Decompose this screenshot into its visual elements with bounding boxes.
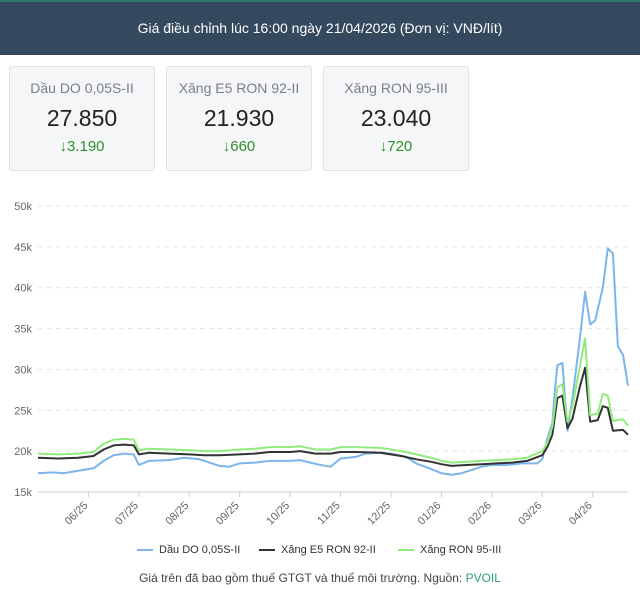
x-tick-label: 11/25 — [315, 500, 342, 527]
card-price: 23.040 — [360, 105, 432, 131]
card-price: 21.930 — [203, 105, 275, 131]
price-card-e5[interactable]: Xăng E5 RON 92-II 21.930 ↓660 — [166, 66, 312, 171]
legend-label: Xăng RON 95-III — [420, 544, 502, 556]
legend-swatch — [137, 549, 153, 552]
price-chart: 15k 20k 25k 30k 35k 40k 45k 50k 06/25 07/25 08/25 0… — [0, 185, 640, 555]
price-chart-svg: 15k 20k 25k 30k 35k 40k 45k 50k 06/25 07/25 08/25 0… — [14, 201, 629, 528]
down-arrow-icon: ↓ — [222, 138, 231, 155]
x-tick-label: 03/26 — [516, 500, 544, 528]
y-tick-label: 25k — [14, 405, 32, 417]
chart-legend: Dầu DO 0,05S-II Xăng E5 RON 92-II Xăng R… — [0, 540, 640, 560]
legend-item-diesel[interactable]: Dầu DO 0,05S-II — [137, 540, 240, 560]
y-tick-label: 50k — [14, 201, 32, 213]
legend-label: Xăng E5 RON 92-II — [281, 544, 376, 556]
x-tick-label: 12/25 — [365, 500, 393, 528]
legend-item-ron95[interactable]: Xăng RON 95-III — [398, 540, 501, 560]
y-tick-label: 40k — [14, 283, 32, 295]
card-label: Xăng E5 RON 92-II — [178, 80, 300, 96]
card-change-value: 720 — [387, 138, 413, 155]
card-label: Xăng RON 95-III — [344, 80, 448, 96]
y-tick-label: 30k — [14, 364, 32, 376]
x-tick-label: 10/25 — [264, 500, 292, 528]
price-card-diesel[interactable]: Dầu DO 0,05S-II 27.850 ↓3.190 — [9, 66, 155, 171]
legend-swatch — [259, 549, 275, 552]
x-tick-label: 04/26 — [567, 500, 595, 528]
x-tick-label: 06/25 — [63, 500, 91, 528]
header-title: Giá điều chỉnh lúc 16:00 ngày 21/04/2026… — [137, 20, 503, 36]
card-change: ↓720 — [324, 138, 468, 155]
x-tick-label: 08/25 — [163, 500, 191, 528]
footer-text: Giá trên đã bao gồm thuế GTGT và thuế mô… — [139, 571, 466, 585]
series-line-0 — [37, 247, 629, 476]
x-tick-label: 07/25 — [113, 500, 141, 528]
y-tick-label: 35k — [14, 324, 32, 336]
legend-label: Dầu DO 0,05S-II — [159, 544, 241, 556]
card-label: Dầu DO 0,05S-II — [30, 80, 134, 96]
series-line-1 — [37, 366, 629, 467]
card-change-value: 660 — [230, 138, 256, 155]
x-tick-label: 01/26 — [416, 500, 444, 528]
card-change-value: 3.190 — [66, 138, 105, 155]
y-tick-label: 15k — [14, 487, 32, 499]
price-card-ron95[interactable]: Xăng RON 95-III 23.040 ↓720 — [323, 66, 469, 171]
card-change: ↓3.190 — [10, 138, 154, 155]
x-tick-label: 02/26 — [466, 500, 494, 528]
down-arrow-icon: ↓ — [59, 138, 67, 155]
y-tick-label: 45k — [14, 242, 32, 254]
page-header: Giá điều chỉnh lúc 16:00 ngày 21/04/2026… — [0, 0, 640, 55]
down-arrow-icon: ↓ — [379, 138, 388, 155]
source-link[interactable]: PVOIL — [465, 571, 501, 585]
legend-item-e5[interactable]: Xăng E5 RON 92-II — [259, 540, 376, 560]
legend-swatch — [398, 549, 414, 552]
y-tick-label: 20k — [14, 446, 32, 458]
card-change: ↓660 — [167, 138, 311, 155]
card-price: 27.850 — [46, 105, 118, 131]
series-line-2 — [37, 337, 629, 464]
footer-note: Giá trên đã bao gồm thuế GTGT và thuế mô… — [0, 571, 640, 585]
price-cards: Dầu DO 0,05S-II 27.850 ↓3.190 Xăng E5 RO… — [9, 66, 631, 171]
x-tick-label: 09/25 — [214, 500, 242, 528]
